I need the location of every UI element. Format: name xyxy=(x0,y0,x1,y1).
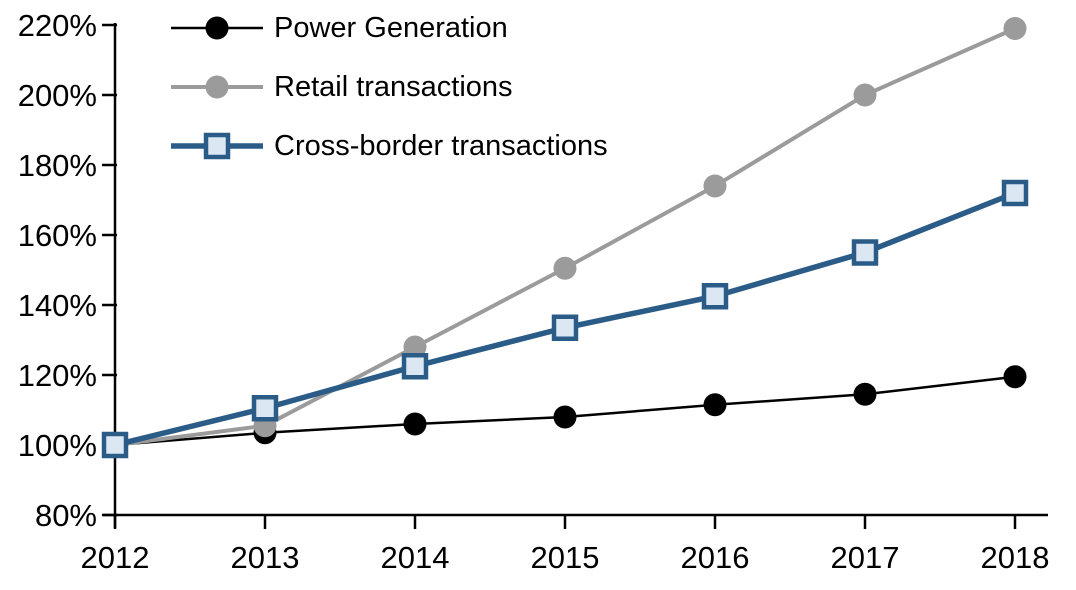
y-axis-label: 140% xyxy=(18,288,97,323)
data-marker-power-generation xyxy=(853,382,877,406)
data-marker-power-generation xyxy=(403,412,427,436)
legend-label-power-generation: Power Generation xyxy=(274,11,508,44)
data-marker-cross-border-transactions xyxy=(551,314,579,341)
retail-transactions-line-marker-icon xyxy=(171,75,263,99)
legend-item-retail-transactions: Retail transactions xyxy=(171,69,608,105)
y-axis-label: 80% xyxy=(35,498,97,533)
data-marker-retail-transactions xyxy=(553,256,577,280)
y-axis-label: 100% xyxy=(18,428,97,463)
y-axis-label: 220% xyxy=(18,8,97,43)
y-axis-label: 180% xyxy=(18,148,97,183)
data-marker-cross-border-transactions xyxy=(701,283,729,310)
legend-label-retail-transactions: Retail transactions xyxy=(274,70,513,103)
legend-marker-retail-transactions xyxy=(205,75,229,99)
data-marker-cross-border-transactions xyxy=(251,395,279,422)
data-marker-retail-transactions xyxy=(1003,17,1027,40)
data-marker-retail-transactions xyxy=(703,174,727,198)
cross-border-transactions-line-marker-icon xyxy=(171,132,263,160)
data-marker-power-generation xyxy=(553,405,577,429)
y-axis-label: 120% xyxy=(18,358,97,393)
data-marker-cross-border-transactions xyxy=(401,353,429,380)
legend-marker-cross-border-transactions xyxy=(203,132,231,160)
data-marker-cross-border-transactions xyxy=(1001,179,1029,207)
data-marker-power-generation xyxy=(703,393,727,417)
legend-item-cross-border-transactions: Cross-border transactions xyxy=(171,128,608,164)
x-axis-label: 2018 xyxy=(981,540,1050,575)
data-marker-retail-transactions xyxy=(403,335,427,359)
data-marker-cross-border-transactions xyxy=(101,431,129,459)
x-axis-label: 2017 xyxy=(831,540,900,575)
x-axis-label: 2013 xyxy=(231,540,300,575)
data-marker-retail-transactions xyxy=(853,83,877,107)
x-axis-label: 2016 xyxy=(681,540,750,575)
chart-legend: Power Generation Retail transactions Cro… xyxy=(171,10,608,164)
y-axis-label: 200% xyxy=(18,78,97,113)
legend-label-cross-border-transactions: Cross-border transactions xyxy=(274,129,608,162)
x-axis-label: 2015 xyxy=(531,540,600,575)
data-marker-cross-border-transactions xyxy=(851,239,879,266)
legend-item-power-generation: Power Generation xyxy=(171,10,608,46)
legend-marker-power-generation xyxy=(205,16,229,40)
x-axis-label: 2014 xyxy=(381,540,450,575)
power-generation-line-marker-icon xyxy=(171,16,263,40)
y-axis-label: 160% xyxy=(18,218,97,253)
data-marker-power-generation xyxy=(1003,365,1027,389)
x-axis-label: 2012 xyxy=(81,540,150,575)
